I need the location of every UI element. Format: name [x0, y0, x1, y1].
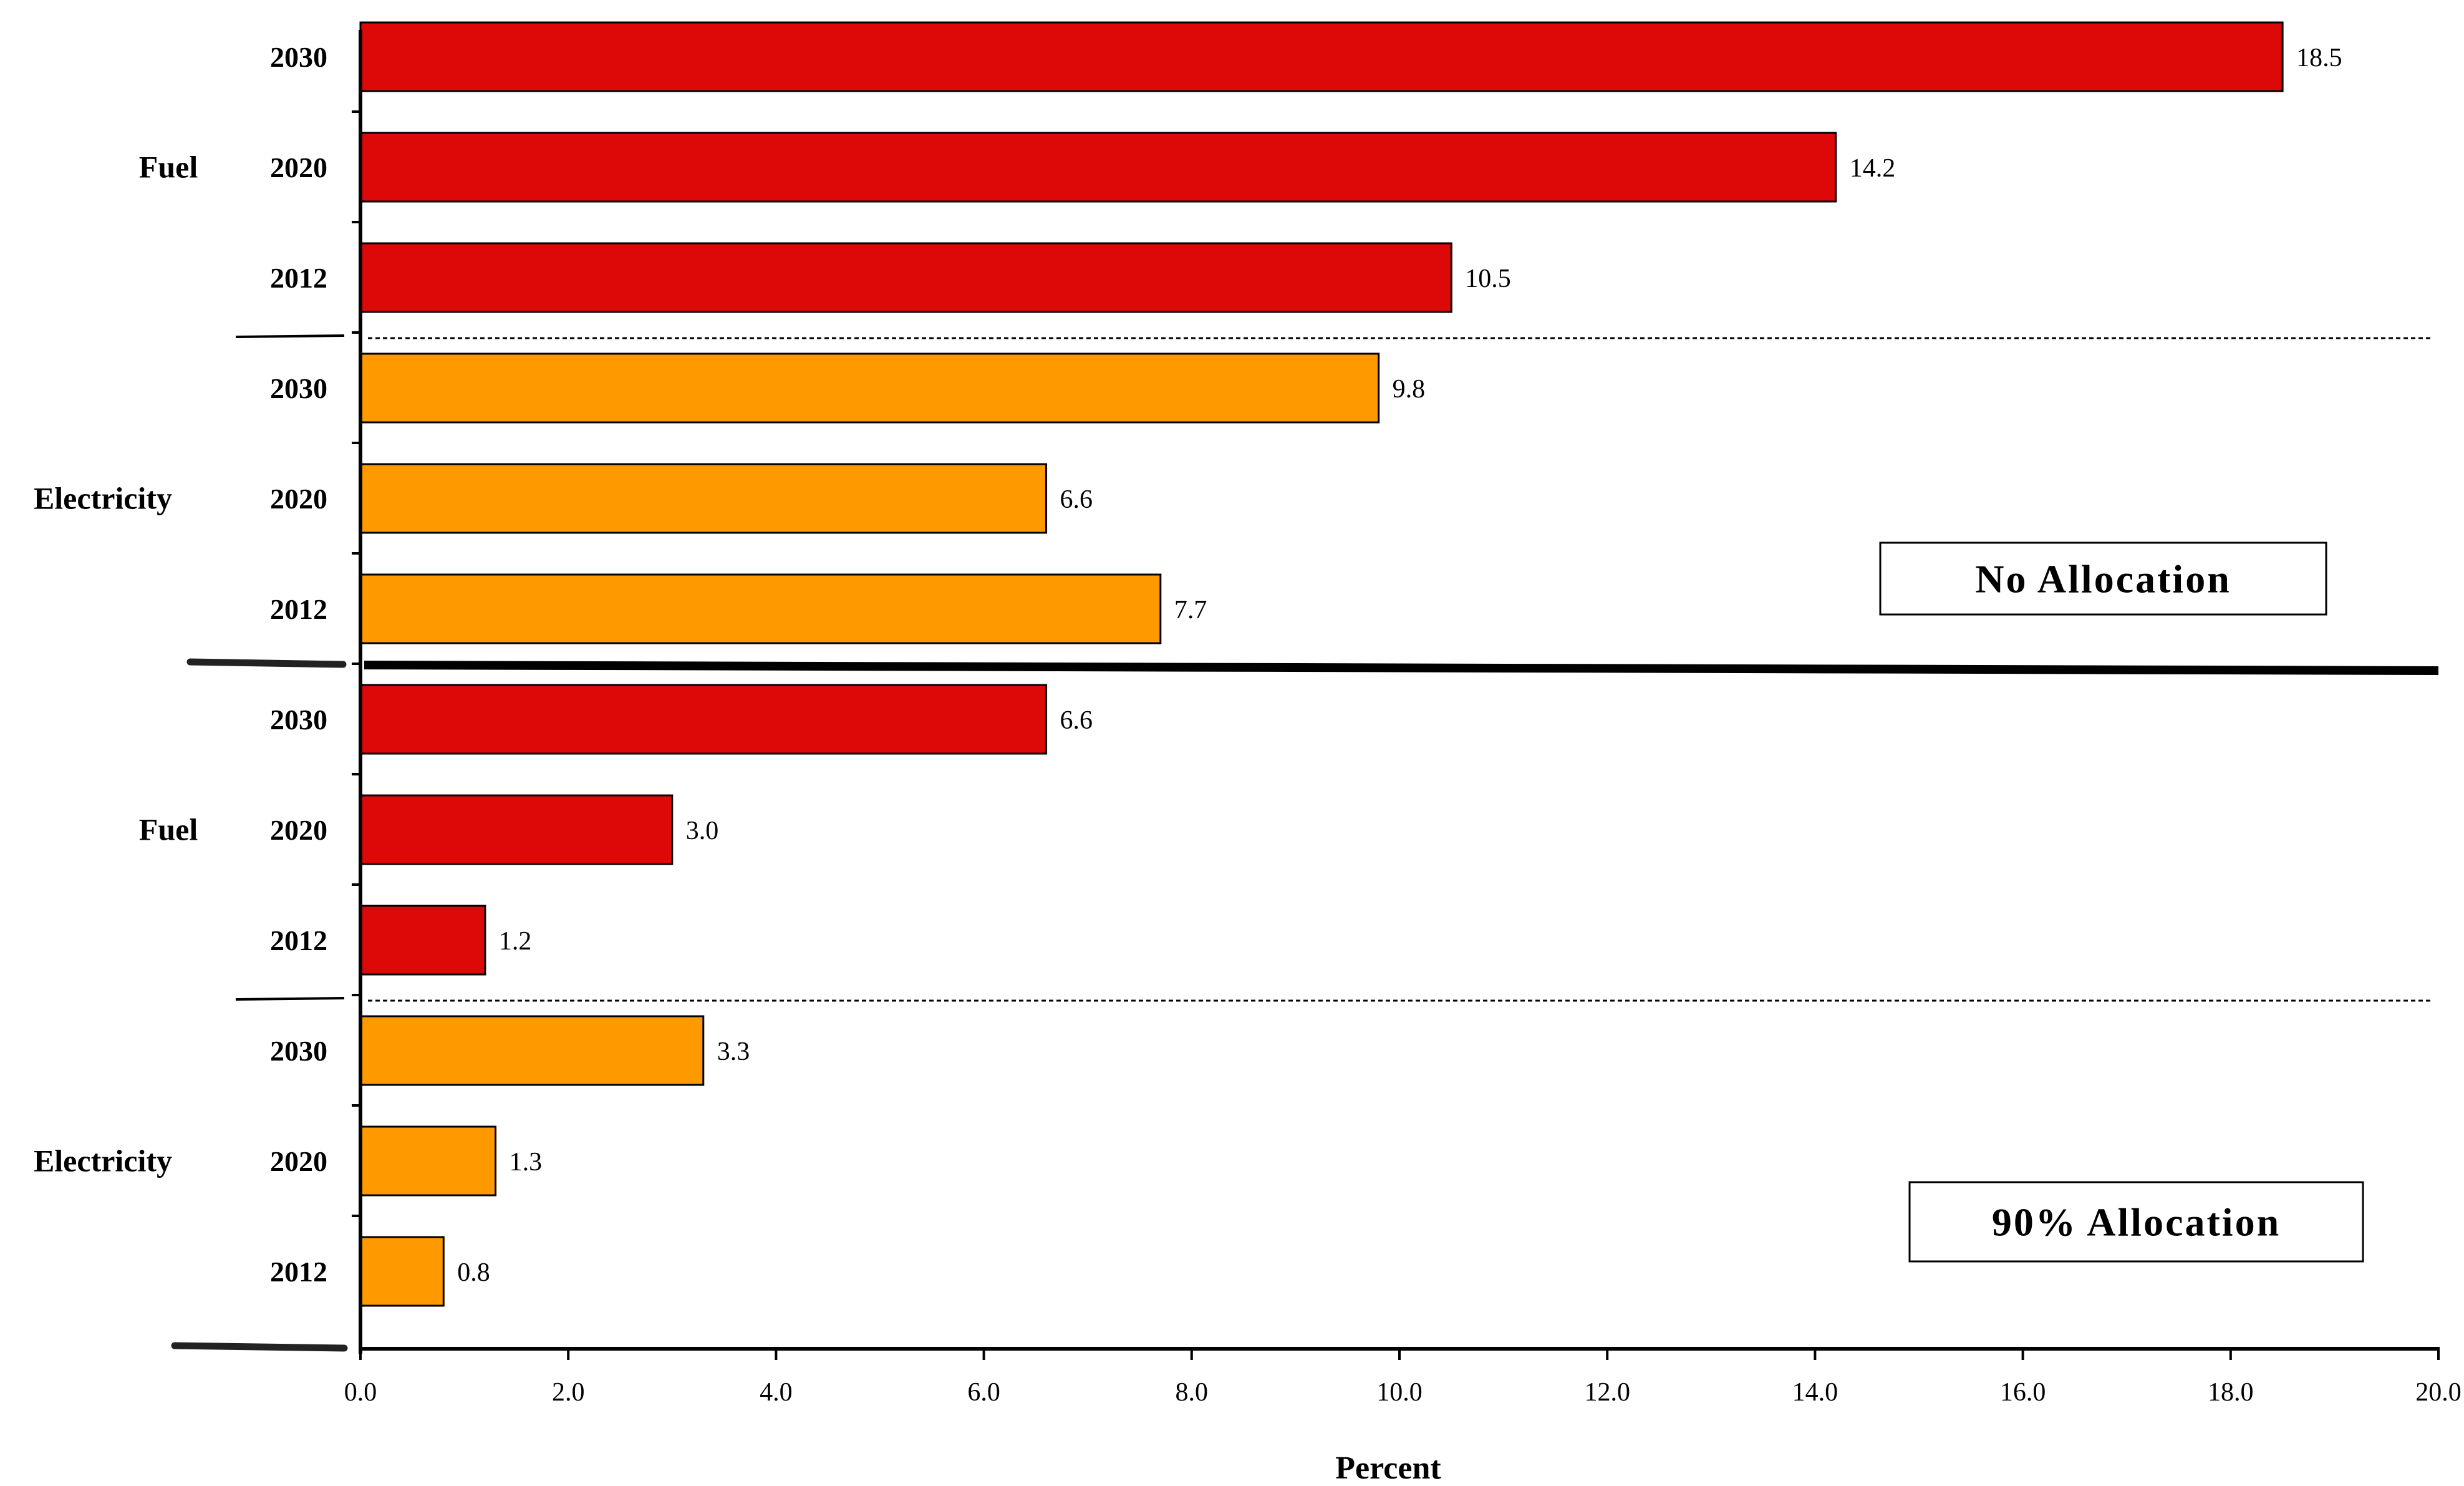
data-label: 9.8 [1393, 375, 1426, 404]
panel-separator-tick [186, 658, 347, 668]
bar-fuel-2030 [359, 21, 2284, 92]
x-axis-title: Percent [1335, 1450, 1441, 1486]
data-label: 3.3 [717, 1037, 750, 1066]
bar-electricity-2020 [359, 1125, 497, 1197]
bar-fuel-2020 [359, 794, 674, 865]
data-label: 7.7 [1174, 596, 1207, 624]
x-tick-label: 0.0 [344, 1378, 377, 1407]
category-tick-label: 2020 [270, 1145, 327, 1177]
category-tick-label: 2020 [270, 814, 327, 846]
bar-electricity-2020 [359, 463, 1048, 534]
x-tick-label: 6.0 [967, 1378, 1000, 1407]
group-separator-tick [235, 334, 345, 338]
category-tick-label: 2030 [270, 704, 327, 736]
category-tick-label: 2030 [270, 372, 327, 404]
data-label: 3.0 [686, 817, 719, 845]
x-tick-label: 16.0 [2000, 1378, 2046, 1407]
data-label: 6.6 [1060, 485, 1093, 514]
data-label: 1.2 [499, 927, 532, 956]
group-label-fuel: Fuel [139, 812, 198, 847]
bar-electricity-2012 [359, 1236, 445, 1307]
x-tick-label: 20.0 [2415, 1378, 2462, 1407]
data-label: 14.2 [1850, 154, 1896, 183]
bar-fuel-2012 [359, 242, 1452, 313]
bar-electricity-2030 [359, 1015, 705, 1086]
bar-fuel-2012 [359, 905, 486, 976]
data-label: 1.3 [510, 1148, 543, 1177]
x-tick-label: 4.0 [760, 1378, 793, 1407]
x-tick-label: 2.0 [552, 1378, 585, 1407]
labels: 18.5 2030 14.2 2020 10.5 2012 Fuel 9.8 2030 6.6 20… [34, 41, 2462, 1486]
axes [171, 30, 2440, 1360]
group-separator-tick [235, 997, 345, 1001]
bars [359, 21, 2284, 1307]
panel-legend-box [1879, 541, 2327, 616]
data-label: 0.8 [457, 1258, 490, 1287]
category-tick-label: 2012 [270, 1256, 327, 1288]
data-label: 18.5 [2296, 44, 2342, 72]
group-label-fuel: Fuel [139, 150, 198, 185]
panel-legend-text: 90% Allocation [1992, 1200, 2281, 1245]
category-tick-label: 2020 [270, 483, 327, 515]
bar-fuel-2020 [359, 132, 1837, 203]
x-tick-label: 14.0 [1792, 1378, 1838, 1407]
group-label-electricity: Electricity [34, 1144, 172, 1178]
x-tick-label: 8.0 [1176, 1378, 1209, 1407]
data-label: 10.5 [1465, 265, 1511, 293]
bar-electricity-2030 [359, 352, 1380, 424]
bar-electricity-2012 [359, 573, 1162, 644]
x-tick-label: 10.0 [1376, 1378, 1423, 1407]
x-axis-left-stub [171, 1342, 348, 1352]
x-tick-label: 18.0 [2208, 1378, 2254, 1407]
separator-lines [186, 334, 2439, 1002]
x-tick-label: 12.0 [1584, 1378, 1630, 1407]
panel-legend-text: No Allocation [1975, 557, 2231, 601]
bar-fuel-2030 [359, 684, 1048, 755]
data-label: 6.6 [1060, 706, 1093, 735]
category-tick-label: 2012 [270, 925, 327, 956]
category-tick-label: 2030 [270, 41, 327, 73]
group-label-electricity: Electricity [34, 481, 172, 516]
category-tick-label: 2030 [270, 1035, 327, 1067]
category-tick-label: 2012 [270, 593, 327, 625]
category-tick-label: 2020 [270, 152, 327, 183]
category-tick-label: 2012 [270, 262, 327, 294]
panel-separator [364, 661, 2439, 675]
panel-legend-box [1908, 1181, 2364, 1263]
